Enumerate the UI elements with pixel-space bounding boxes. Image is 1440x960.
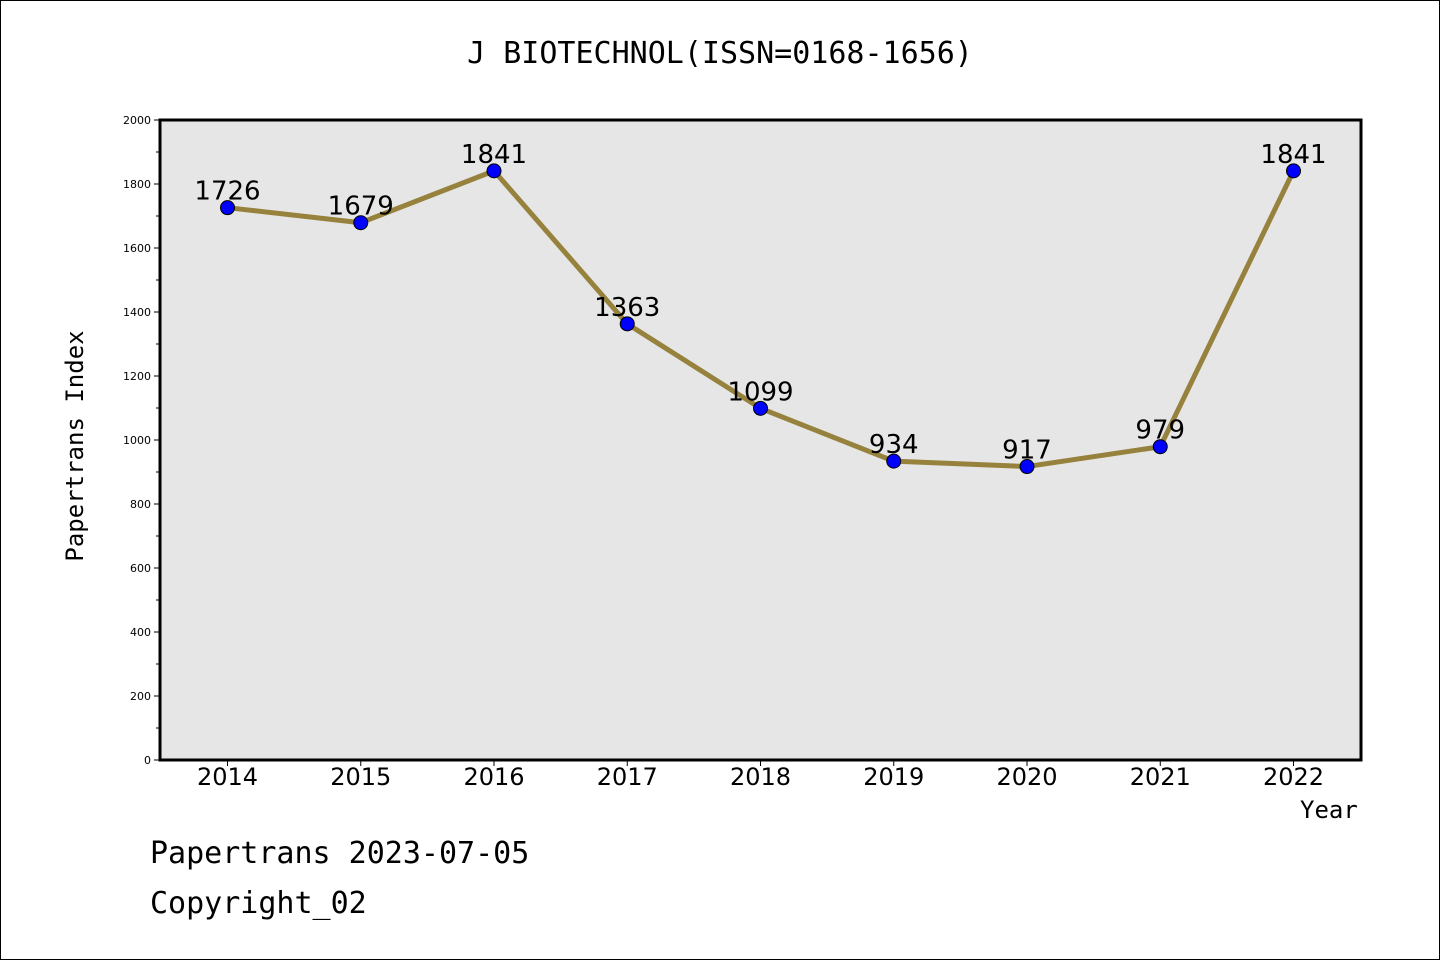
y-tick-label: 1800 bbox=[123, 178, 151, 191]
x-tick-label: 2020 bbox=[996, 763, 1057, 791]
data-label: 979 bbox=[1135, 416, 1185, 446]
x-axis-label: Year bbox=[1300, 796, 1358, 824]
plot-border bbox=[158, 118, 1363, 762]
y-tick-label: 1400 bbox=[123, 306, 151, 319]
y-tick-label: 600 bbox=[130, 562, 151, 575]
data-label: 1841 bbox=[461, 140, 527, 170]
footer-copyright: Copyright_02 bbox=[150, 886, 367, 921]
y-tick-label: 2000 bbox=[123, 114, 151, 127]
x-tick-label: 2019 bbox=[863, 763, 924, 791]
chart-title: J BIOTECHNOL(ISSN=0168-1656) bbox=[467, 36, 973, 71]
data-point bbox=[1152, 439, 1168, 455]
data-point bbox=[1019, 459, 1035, 475]
data-label: 1726 bbox=[194, 177, 260, 207]
data-point bbox=[886, 453, 902, 469]
y-tick-label: 1200 bbox=[123, 370, 151, 383]
x-tick-label: 2022 bbox=[1263, 763, 1324, 791]
footer-date: Papertrans 2023-07-05 bbox=[150, 836, 530, 871]
data-point bbox=[1286, 163, 1301, 179]
data-point bbox=[220, 200, 235, 216]
x-tick-label: 2017 bbox=[597, 763, 658, 791]
data-label: 934 bbox=[869, 430, 919, 460]
data-point bbox=[619, 316, 635, 332]
data-point bbox=[353, 215, 369, 231]
y-tick-label: 200 bbox=[130, 690, 151, 703]
x-tick-label: 2016 bbox=[463, 763, 524, 791]
x-tick-label: 2014 bbox=[197, 763, 258, 791]
y-tick-label: 800 bbox=[130, 498, 151, 511]
data-label: 917 bbox=[1002, 436, 1052, 466]
data-label: 1363 bbox=[594, 293, 660, 323]
data-point bbox=[486, 163, 502, 179]
data-point bbox=[753, 400, 768, 416]
y-tick-label: 1600 bbox=[123, 242, 151, 255]
x-tick-label: 2021 bbox=[1130, 763, 1191, 791]
y-tick-label: 0 bbox=[144, 754, 151, 767]
x-tick-label: 2018 bbox=[730, 763, 791, 791]
y-tick-label: 1000 bbox=[123, 434, 151, 447]
y-tick-label: 400 bbox=[130, 626, 151, 639]
x-tick-label: 2015 bbox=[330, 763, 391, 791]
data-label: 1841 bbox=[1260, 140, 1326, 170]
data-label: 1099 bbox=[727, 377, 793, 407]
data-label: 1679 bbox=[328, 192, 394, 222]
